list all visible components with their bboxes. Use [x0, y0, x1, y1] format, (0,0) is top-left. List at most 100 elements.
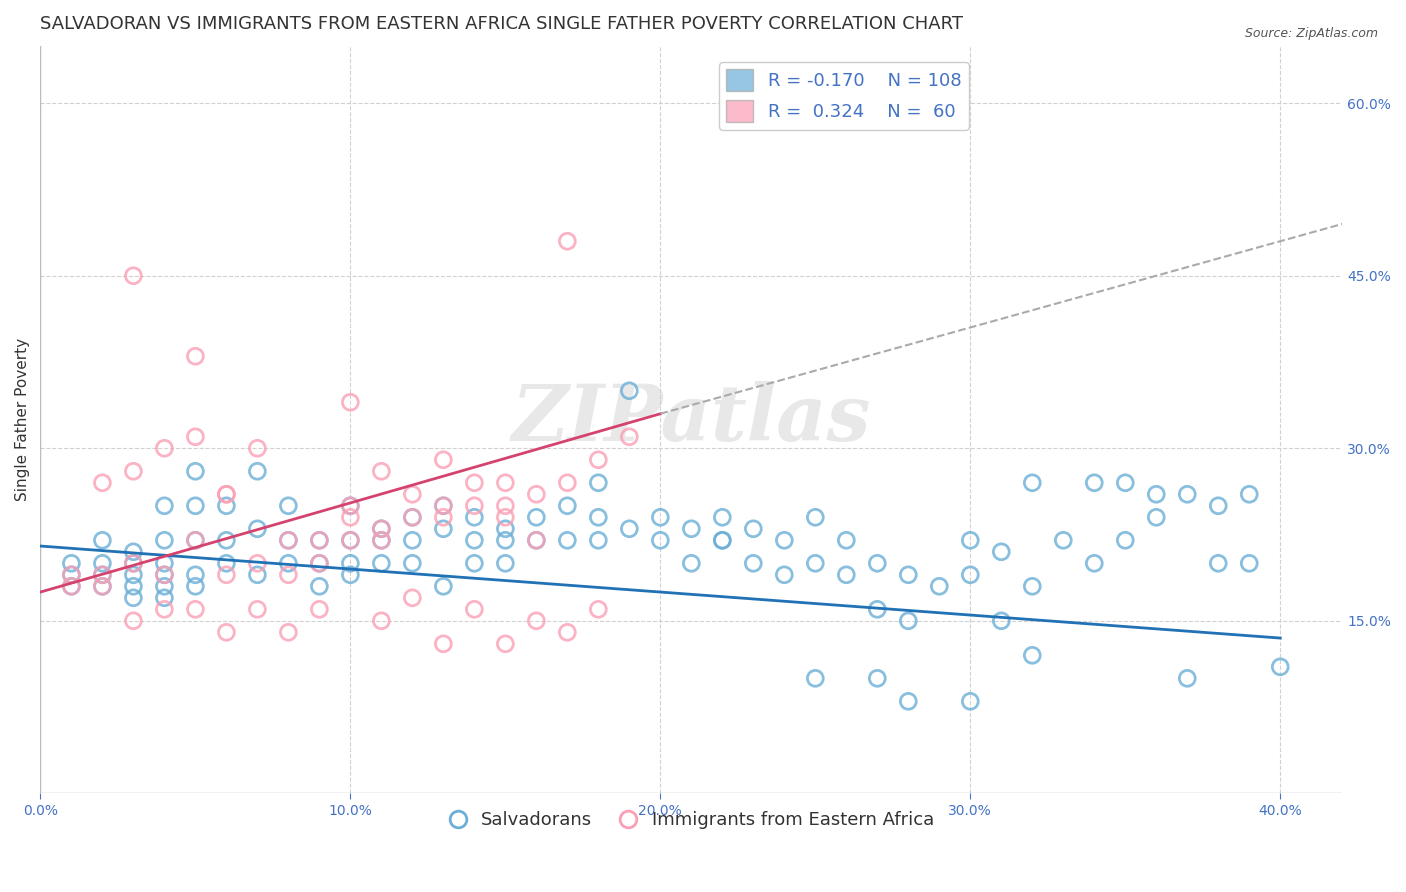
Point [339, 499, 361, 513]
Point [494, 533, 516, 548]
Point [494, 499, 516, 513]
Point [524, 533, 547, 548]
Y-axis label: Single Father Poverty: Single Father Poverty [15, 338, 30, 501]
Point [91, 579, 114, 593]
Point [494, 637, 516, 651]
Point [246, 464, 269, 478]
Point [246, 522, 269, 536]
Point [711, 510, 734, 524]
Point [277, 567, 299, 582]
Point [91, 567, 114, 582]
Point [60, 567, 83, 582]
Point [432, 579, 454, 593]
Point [711, 533, 734, 548]
Point [432, 499, 454, 513]
Point [1144, 510, 1167, 524]
Point [990, 545, 1012, 559]
Point [1175, 671, 1198, 685]
Point [494, 510, 516, 524]
Point [866, 602, 889, 616]
Point [370, 522, 392, 536]
Point [122, 268, 145, 283]
Point [742, 522, 765, 536]
Point [153, 579, 176, 593]
Point [494, 522, 516, 536]
Point [308, 579, 330, 593]
Legend: Salvadorans, Immigrants from Eastern Africa: Salvadorans, Immigrants from Eastern Afr… [441, 805, 941, 837]
Point [308, 556, 330, 570]
Point [401, 591, 423, 605]
Point [122, 567, 145, 582]
Point [1206, 499, 1229, 513]
Point [60, 579, 83, 593]
Point [557, 499, 579, 513]
Point [557, 533, 579, 548]
Point [1052, 533, 1074, 548]
Point [557, 234, 579, 248]
Point [153, 499, 176, 513]
Point [277, 625, 299, 640]
Point [588, 452, 610, 467]
Point [339, 533, 361, 548]
Point [835, 533, 858, 548]
Point [557, 625, 579, 640]
Point [1021, 475, 1043, 490]
Point [91, 533, 114, 548]
Point [401, 510, 423, 524]
Point [339, 395, 361, 409]
Point [524, 533, 547, 548]
Point [401, 533, 423, 548]
Point [215, 533, 238, 548]
Point [370, 533, 392, 548]
Point [650, 533, 672, 548]
Point [215, 556, 238, 570]
Point [122, 556, 145, 570]
Point [122, 591, 145, 605]
Point [928, 579, 950, 593]
Point [463, 602, 485, 616]
Point [432, 510, 454, 524]
Point [308, 556, 330, 570]
Text: Source: ZipAtlas.com: Source: ZipAtlas.com [1244, 27, 1378, 40]
Point [184, 579, 207, 593]
Point [588, 475, 610, 490]
Point [897, 567, 920, 582]
Point [153, 602, 176, 616]
Point [432, 637, 454, 651]
Point [1239, 556, 1261, 570]
Point [401, 556, 423, 570]
Point [773, 567, 796, 582]
Point [1206, 556, 1229, 570]
Point [277, 533, 299, 548]
Point [370, 614, 392, 628]
Point [153, 442, 176, 456]
Point [339, 510, 361, 524]
Point [184, 602, 207, 616]
Point [681, 522, 703, 536]
Point [588, 602, 610, 616]
Point [1239, 487, 1261, 501]
Point [557, 475, 579, 490]
Point [339, 499, 361, 513]
Point [432, 499, 454, 513]
Point [897, 694, 920, 708]
Point [1021, 648, 1043, 663]
Point [1175, 487, 1198, 501]
Point [184, 349, 207, 363]
Point [277, 556, 299, 570]
Point [804, 671, 827, 685]
Point [1083, 475, 1105, 490]
Point [308, 533, 330, 548]
Point [153, 567, 176, 582]
Point [742, 556, 765, 570]
Point [401, 487, 423, 501]
Point [463, 556, 485, 570]
Point [122, 464, 145, 478]
Point [215, 487, 238, 501]
Point [1114, 475, 1136, 490]
Point [524, 510, 547, 524]
Point [804, 510, 827, 524]
Point [246, 567, 269, 582]
Point [153, 567, 176, 582]
Text: ZIPatlas: ZIPatlas [512, 381, 872, 458]
